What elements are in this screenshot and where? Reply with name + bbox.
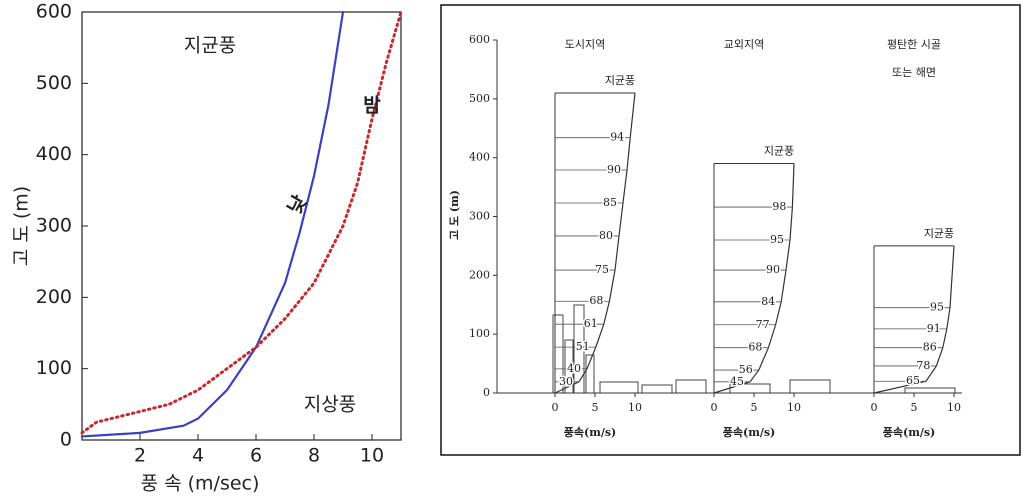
level-label: 51 [576,340,590,353]
x-tick-label: 5 [911,401,918,414]
level-label: 68 [748,341,762,354]
level-label: 78 [916,359,930,372]
annotation: 지상풍 [304,394,356,416]
top-label: 지균풍 [605,74,635,87]
y-tick-label: 100 [469,327,490,340]
y-tick-label: 300 [36,215,72,237]
panel-title: 또는 해면 [892,65,936,79]
x-axis-label: 풍속(m/s) [723,426,776,439]
panel-title: 교외지역 [724,38,764,51]
level-label: 30 [559,375,573,388]
y-tick-label: 200 [36,286,72,308]
level-label: 45 [730,375,744,388]
profile-curve [874,246,954,393]
series-label: 밤 [363,95,381,117]
left-chart: 0 100 200 300 400 500 600 2 4 6 8 10 풍 속 (m/sec) 고 도 … [11,1,402,495]
level-label: 95 [930,301,944,314]
x-tick-label: 2 [134,445,146,467]
level-label: 90 [766,263,780,276]
x-axis-label: 풍속(m/s) [883,426,936,439]
level-label: 86 [923,341,937,354]
level-label: 65 [906,374,920,387]
series-line [82,12,343,436]
plot-frame [82,12,401,440]
top-label: 지균풍 [764,145,794,158]
level-label: 40 [567,362,581,375]
panel-title: 도시지역 [565,38,605,51]
x-axis-label: 풍 속 (m/sec) [141,473,260,495]
y-tick-label: 100 [36,357,72,379]
x-tick-label: 6 [250,445,262,467]
y-tick-label: 500 [469,92,490,105]
level-label: 61 [584,317,598,330]
y-axis-label: 고 도 (m) [11,186,33,266]
x-tick-label: 8 [308,445,320,467]
annotation: 지균풍 [184,35,236,57]
y-tick-label: 0 [483,386,490,399]
y-tick-label: 400 [469,151,490,164]
y-tick-label: 0 [60,429,72,451]
top-label: 지균풍 [924,227,954,240]
x-tick-label: 10 [947,401,961,414]
y-axis-label: 고 도 (m) [448,190,461,240]
level-label: 98 [772,200,786,213]
level-label: 95 [770,233,784,246]
y-tick-label: 600 [36,1,72,23]
level-label: 75 [595,263,609,276]
series-label: 낮 [284,191,312,218]
level-label: 94 [610,131,624,144]
y-tick-label: 500 [36,72,72,94]
level-label: 80 [599,229,613,242]
x-tick-label: 10 [787,401,801,414]
panel-title: 평탄한 시골 [887,38,941,51]
x-tick-label: 10 [628,401,642,414]
y-tick-label: 300 [469,210,490,223]
level-label: 84 [761,295,775,308]
level-label: 68 [589,294,603,307]
x-tick-label: 5 [751,401,758,414]
x-tick-label: 0 [871,401,878,414]
y-tick-label: 400 [36,143,72,165]
x-tick-label: 10 [360,445,384,467]
y-tick-label: 200 [469,268,490,281]
level-label: 85 [603,196,617,209]
x-tick-label: 0 [552,401,559,414]
level-label: 91 [927,322,941,335]
level-label: 90 [607,163,621,176]
x-tick-label: 4 [192,445,204,467]
x-axis-label: 풍속(m/s) [564,426,617,439]
level-label: 77 [756,318,770,331]
x-tick-label: 0 [711,401,718,414]
profile-curve [714,164,794,393]
x-tick-label: 5 [592,401,599,414]
y-tick-label: 600 [469,33,490,46]
figure: 0100200300400500600246810풍 속 (m/sec)고 도 … [0,0,1023,498]
